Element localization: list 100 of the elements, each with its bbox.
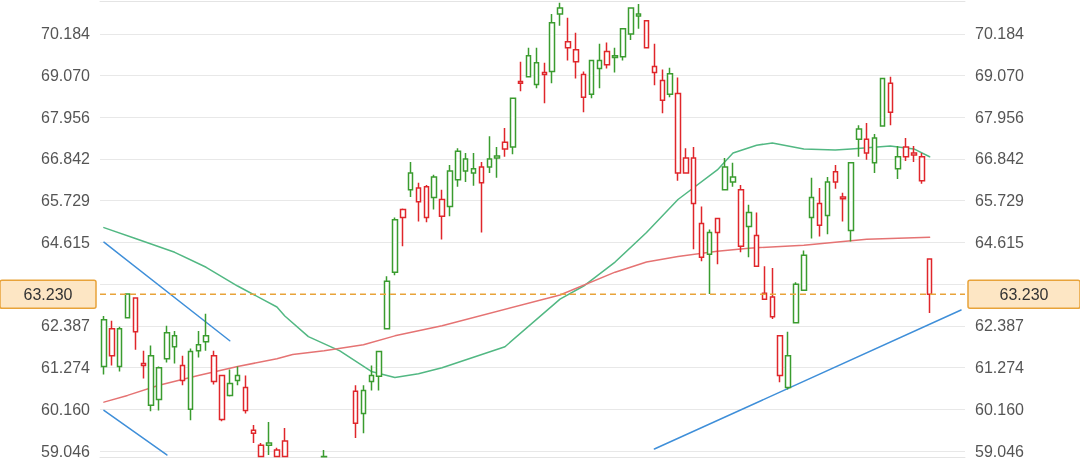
line-series [103, 236, 931, 403]
candlestick [179, 354, 186, 387]
candlestick [257, 442, 265, 458]
candlestick [140, 350, 147, 380]
candlestick [100, 315, 108, 376]
y2-tick-label: 70.184 [975, 25, 1025, 43]
candlestick [226, 368, 234, 398]
y2-tick-label: 65.729 [975, 192, 1025, 210]
candlestick [250, 424, 257, 444]
candlestick [737, 184, 745, 254]
candlestick [824, 176, 831, 236]
candlestick [320, 449, 328, 458]
candlestick [611, 47, 619, 74]
candlestick [816, 187, 823, 238]
candlestick [501, 127, 509, 158]
candlestick [187, 347, 194, 421]
candlestick [745, 203, 753, 258]
candlestick [486, 135, 493, 174]
candlestick [281, 427, 289, 458]
line-series [103, 142, 931, 379]
candlestick [132, 297, 139, 351]
y-tick-label: 59.046 [41, 442, 91, 459]
y2-tick-label: 67.956 [975, 108, 1025, 126]
candlestick [210, 350, 218, 386]
y2-tick-label: 62.387 [975, 317, 1025, 335]
candlestick [470, 152, 477, 187]
candlestick [525, 47, 532, 79]
candlestick [619, 27, 627, 62]
candlestick [423, 184, 430, 224]
candlestick [517, 60, 524, 92]
candlestick [651, 42, 658, 86]
candlestick [666, 66, 674, 98]
y2-tick-label: 61.274 [975, 359, 1025, 377]
candlestick [493, 146, 501, 179]
candlestick [572, 32, 580, 80]
candlestick [399, 207, 407, 248]
candlestick [690, 146, 697, 251]
y-tick-label: 62.387 [41, 317, 91, 335]
candlestick [368, 364, 375, 392]
candlestick [195, 330, 202, 359]
candlestick [242, 374, 249, 415]
y2-tick-label: 59.046 [975, 442, 1025, 459]
candlestick [784, 330, 792, 391]
candlestick [800, 249, 808, 292]
candlestick [430, 174, 438, 211]
candlestick [273, 447, 281, 458]
y-tick-label: 66.842 [41, 150, 91, 168]
candlestick [643, 20, 650, 49]
candlestick [603, 41, 611, 70]
candlestick [714, 217, 721, 266]
candlestick [415, 181, 422, 223]
candlestick [509, 97, 517, 155]
y2-tick-label: 66.842 [975, 150, 1025, 168]
candlestick [753, 211, 760, 267]
candlestick [163, 324, 171, 364]
candlestick [855, 124, 863, 158]
candlestick [902, 137, 910, 162]
y2-tick-label: 69.070 [975, 67, 1025, 85]
candlestick [887, 75, 894, 127]
candlestick [792, 281, 800, 324]
candlestick [155, 365, 163, 412]
y-tick-label: 64.615 [41, 233, 91, 251]
candlestick [761, 265, 768, 300]
candlestick [863, 122, 870, 161]
candlestick [674, 76, 682, 182]
y2-tick-label: 64.615 [975, 233, 1025, 251]
y-tick-label: 65.729 [41, 192, 91, 210]
candlestick [478, 161, 485, 234]
candlestick [729, 162, 737, 188]
candlestick [438, 189, 446, 241]
candlestick [871, 133, 878, 174]
y-tick-label: 69.070 [41, 67, 91, 85]
y2-tick-label: 60.160 [975, 400, 1025, 418]
candlestick [769, 267, 776, 320]
candlestick [124, 293, 131, 319]
candlestick [383, 275, 391, 330]
candlestick [839, 192, 847, 223]
y-tick-label: 67.956 [41, 108, 91, 126]
candlestick [147, 344, 155, 412]
candlestick [171, 330, 178, 365]
candlestick [832, 164, 839, 190]
text: 63.230 [999, 285, 1049, 303]
candlestick [541, 62, 548, 104]
candlestick [627, 7, 635, 41]
candlestick [635, 3, 642, 30]
candlestick [352, 384, 359, 439]
candlestick [462, 152, 469, 183]
candlestick [682, 147, 690, 175]
candlestick [659, 68, 666, 115]
candlestick [548, 13, 556, 85]
candlestick [564, 17, 572, 62]
candlestick [407, 161, 414, 198]
candlestick [706, 228, 713, 295]
candlestick [698, 205, 705, 263]
candlestick [721, 157, 729, 191]
candlestick [776, 335, 784, 384]
candlestick [360, 384, 367, 434]
candlestick [580, 70, 587, 113]
candlestick [894, 145, 902, 180]
candlestick [454, 147, 462, 188]
